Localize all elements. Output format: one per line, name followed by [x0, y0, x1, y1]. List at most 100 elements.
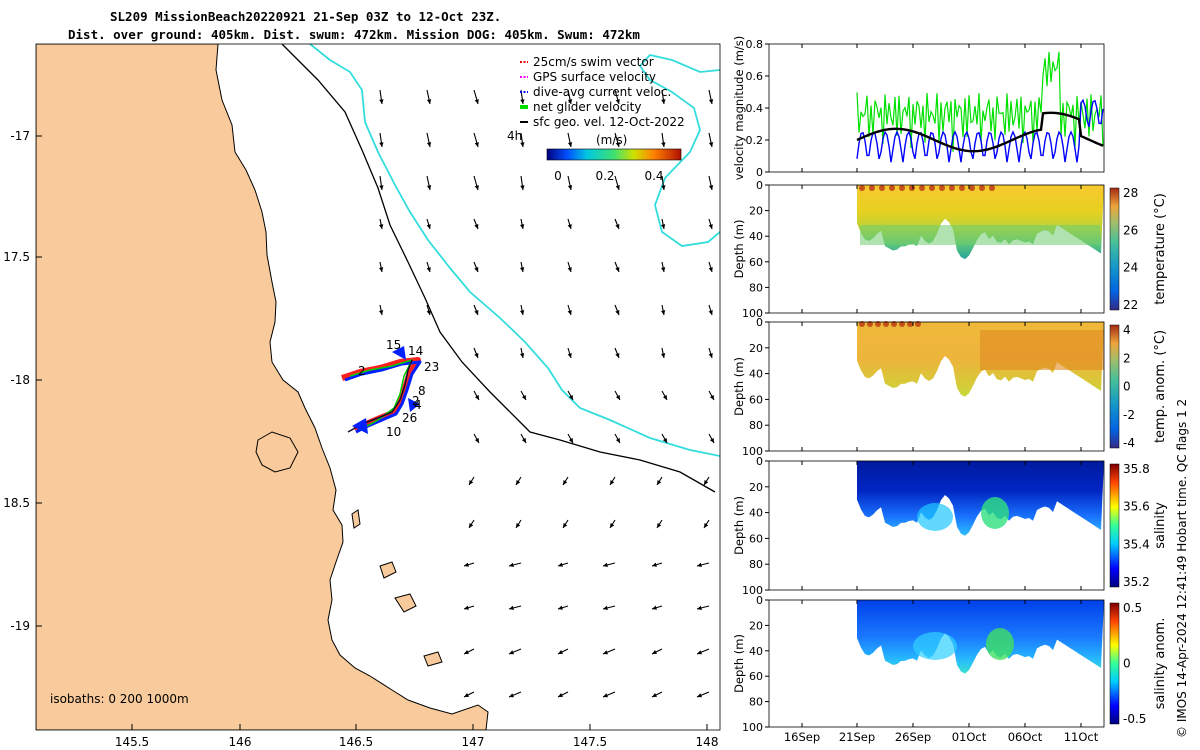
y-axis-label: Depth (m): [732, 634, 746, 693]
depth-tick-label: 20: [749, 619, 763, 632]
velocity-arrow: [473, 218, 479, 230]
track-vector-head: [352, 418, 368, 434]
time-tick-label: 26Sep: [895, 730, 931, 744]
velocity-arrow: [426, 89, 432, 105]
velocity-arrow: [696, 691, 710, 698]
panel-frame: [768, 460, 1105, 591]
velocity-arrow: [614, 89, 620, 105]
depth-tick-label: 60: [749, 256, 763, 269]
salinity-anom-patch: [913, 632, 957, 660]
velocity-arrow: [473, 347, 479, 359]
lat-tick-label: -18: [10, 373, 30, 387]
legend-entry: dive-avg current veloc.: [533, 85, 671, 99]
depth-tick-label: 0: [756, 594, 763, 607]
velocity-arrow: [562, 476, 569, 486]
velocity-arrow: [614, 390, 621, 401]
velocity-arrow: [567, 304, 572, 316]
island-hinchinbrook: [255, 431, 299, 473]
colorbar-tick-label: 35.8: [1123, 462, 1150, 476]
y-axis-label: Depth (m): [732, 496, 746, 555]
island-small-1: [351, 509, 361, 529]
velocity-arrow: [708, 390, 715, 401]
panel-frame: [768, 599, 1105, 728]
depth-tick-label: 40: [749, 507, 763, 520]
velocity-arrow: [378, 261, 384, 273]
lat-tick-label: -17: [10, 129, 30, 143]
y-axis-label: velocity magnitude (m/s): [732, 36, 746, 181]
y-tick-label: 0.8: [746, 38, 764, 51]
y-axis-label: Depth (m): [732, 220, 746, 279]
velocity-arrow: [567, 218, 572, 230]
velocity-arrow: [567, 433, 574, 444]
panel-frame: [768, 184, 1105, 314]
velocity-arrow: [378, 304, 384, 316]
series-net-glider: [856, 51, 1104, 152]
legend-4h-label: 4h: [507, 129, 522, 143]
colorbar-tick-label: 0: [1123, 657, 1131, 671]
panel-colorbar: [1109, 187, 1120, 311]
depth-tick-label: 20: [749, 342, 763, 355]
velocity-arrow: [660, 347, 666, 359]
panel-5: 0 20 40 60 80 100 0.5 0 -0.5 salinity anom. Depth …: [732, 594, 1168, 734]
track-day-label: 14: [408, 344, 423, 358]
colorbar-tick-label: 28: [1123, 186, 1138, 200]
velocity-arrow: [609, 519, 616, 529]
surface-patch: [959, 185, 965, 191]
panel-2: 0 20 40 60 80 100 28 26 24 22 temperature (°C) Dept…: [732, 179, 1168, 320]
surface-velocity-quiver: [378, 89, 756, 698]
velocity-arrow: [602, 562, 616, 568]
velocity-arrow: [614, 433, 621, 444]
velocity-arrow: [567, 390, 574, 401]
velocity-arrow: [708, 304, 713, 316]
speed-colorbar: [546, 148, 682, 161]
velocity-arrow: [508, 691, 522, 698]
colorbar-label: temperature (°C): [1153, 193, 1168, 305]
legend-entry: 25cm/s swim vector: [533, 55, 654, 69]
depth-tick-label: 60: [749, 670, 763, 683]
velocity-arrow: [651, 691, 663, 698]
velocity-arrow: [614, 218, 620, 230]
velocity-arrow: [463, 648, 475, 655]
surface-patch: [907, 321, 913, 327]
velocity-arrow: [426, 175, 432, 191]
colorbar-label: salinity: [1153, 502, 1168, 549]
velocity-arrow: [751, 520, 756, 528]
surface-patch: [979, 185, 985, 191]
depth-tick-label: 80: [749, 281, 763, 294]
depth-tick-label: 100: [742, 584, 763, 597]
depth-tick-label: 80: [749, 558, 763, 571]
depth-tick-label: 60: [749, 393, 763, 406]
velocity-arrow: [515, 476, 522, 486]
velocity-arrow: [696, 648, 710, 655]
velocity-arrow: [426, 261, 431, 273]
surface-patch: [915, 321, 921, 327]
velocity-arrow: [473, 433, 480, 444]
velocity-arrow: [614, 132, 620, 148]
velocity-arrow: [703, 476, 710, 486]
legend-entry: sfc geo. vel. 12-Oct-2022: [533, 115, 685, 129]
velocity-arrow: [660, 218, 666, 230]
surface-patch: [919, 185, 925, 191]
velocity-arrow: [708, 433, 715, 444]
surface-patch: [891, 321, 897, 327]
surface-patch: [929, 185, 935, 191]
velocity-arrow: [708, 218, 713, 230]
velocity-arrow: [696, 562, 710, 568]
velocity-arrow: [614, 304, 620, 316]
surface-patch: [899, 321, 905, 327]
track-vector-head: [408, 398, 420, 412]
velocity-arrow: [660, 304, 666, 316]
track-day-label: 2: [412, 394, 420, 408]
track-day-label: 4: [414, 398, 422, 412]
velocity-arrow: [651, 605, 663, 610]
track-day-label: 8: [418, 384, 426, 398]
colorbar-label: salinity anom.: [1153, 618, 1168, 710]
colorbar-units: (m/s): [596, 133, 627, 147]
lat-tick-label: -19: [10, 619, 30, 633]
panel-colorbar: [1109, 602, 1120, 725]
velocity-arrow: [708, 132, 714, 148]
velocity-arrow: [562, 519, 569, 529]
isobath-1000m: [309, 44, 720, 457]
